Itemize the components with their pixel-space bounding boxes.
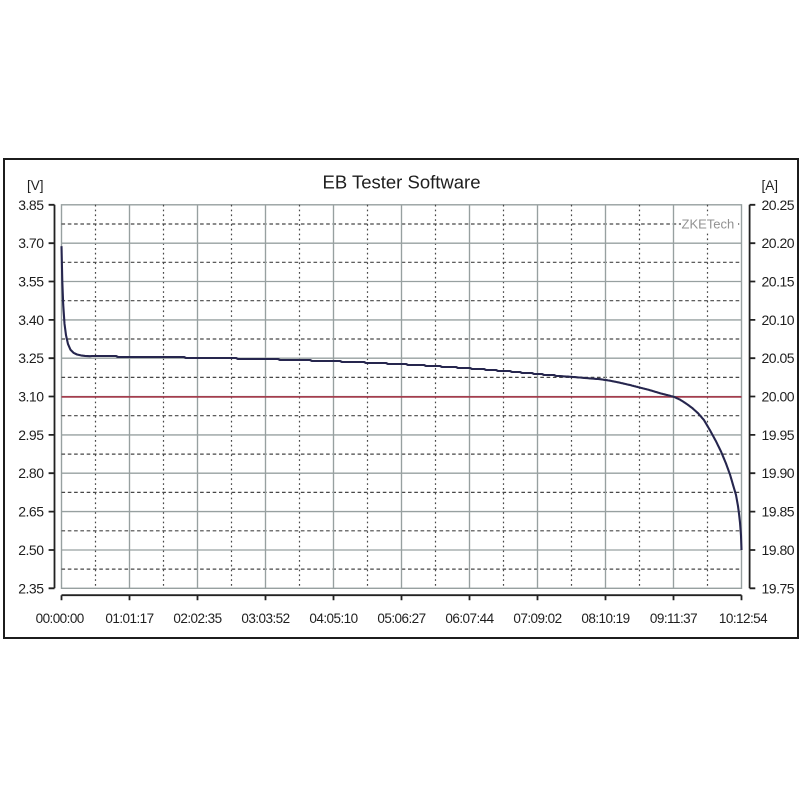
svg-text:05:06:27: 05:06:27 <box>377 611 425 626</box>
svg-text:[A]: [A] <box>762 178 779 193</box>
svg-text:3.25: 3.25 <box>18 350 44 366</box>
svg-text:08:10:19: 08:10:19 <box>581 611 629 626</box>
svg-text:2.80: 2.80 <box>18 465 44 481</box>
svg-text:00:00:00: 00:00:00 <box>36 611 84 626</box>
svg-text:20.15: 20.15 <box>762 274 795 290</box>
svg-text:10:12:54: 10:12:54 <box>719 611 768 626</box>
svg-text:20.20: 20.20 <box>762 235 795 251</box>
svg-text:3.55: 3.55 <box>18 274 44 290</box>
svg-text:[V]: [V] <box>27 178 44 193</box>
svg-text:19.80: 19.80 <box>762 542 795 558</box>
svg-text:19.85: 19.85 <box>762 504 795 520</box>
svg-text:06:07:44: 06:07:44 <box>445 611 494 626</box>
svg-text:EB Tester Software: EB Tester Software <box>322 172 480 193</box>
svg-text:ZKETech: ZKETech <box>682 217 735 232</box>
svg-text:03:03:52: 03:03:52 <box>241 611 289 626</box>
svg-text:20.25: 20.25 <box>762 197 795 213</box>
svg-text:2.95: 2.95 <box>18 427 44 443</box>
svg-text:19.75: 19.75 <box>762 580 795 596</box>
svg-text:3.40: 3.40 <box>18 312 44 328</box>
svg-text:20.00: 20.00 <box>762 389 795 405</box>
svg-text:09:11:37: 09:11:37 <box>650 611 697 626</box>
svg-text:2.65: 2.65 <box>18 504 44 520</box>
svg-text:19.90: 19.90 <box>762 465 795 481</box>
svg-text:19.95: 19.95 <box>762 427 795 443</box>
svg-text:04:05:10: 04:05:10 <box>309 611 357 626</box>
svg-text:3.70: 3.70 <box>18 235 44 251</box>
svg-text:3.85: 3.85 <box>18 197 44 213</box>
svg-text:2.35: 2.35 <box>18 580 44 596</box>
svg-text:3.10: 3.10 <box>18 389 44 405</box>
svg-text:20.10: 20.10 <box>762 312 795 328</box>
svg-text:20.05: 20.05 <box>762 350 795 366</box>
svg-text:01:01:17: 01:01:17 <box>105 611 153 626</box>
svg-text:2.50: 2.50 <box>18 542 44 558</box>
svg-text:02:02:35: 02:02:35 <box>173 611 221 626</box>
svg-text:07:09:02: 07:09:02 <box>513 611 561 626</box>
